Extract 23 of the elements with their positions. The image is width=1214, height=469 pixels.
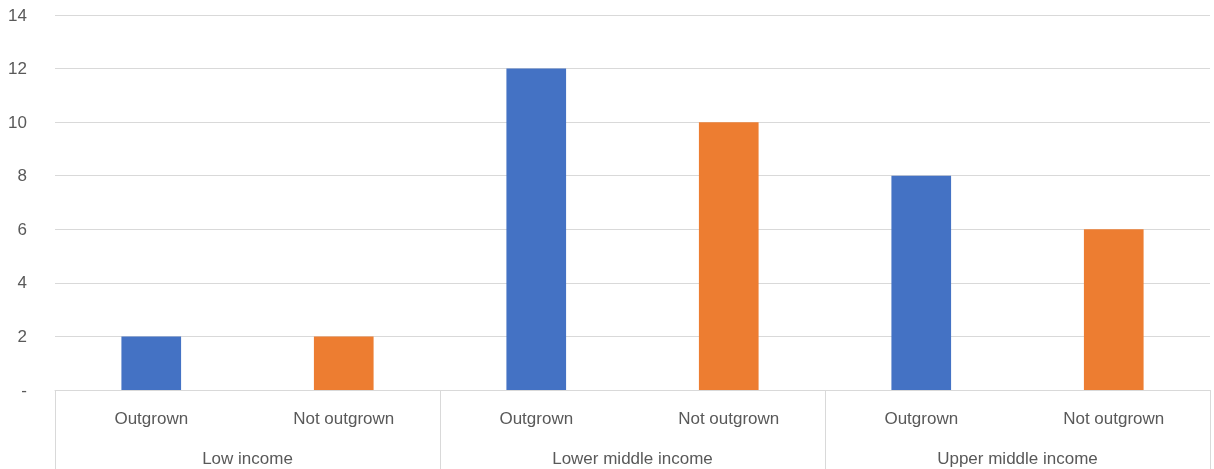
y-tick-label: 6: [17, 219, 27, 239]
y-tick-label: 14: [8, 5, 27, 25]
bar: [506, 68, 567, 390]
y-tick-label: 12: [8, 59, 27, 79]
x-tick-label: Not outgrown: [1063, 409, 1165, 428]
text: Lower middle income: [552, 449, 713, 468]
x-tick-label: Outgrown: [114, 409, 189, 428]
x-tick-label: Not outgrown: [293, 409, 395, 428]
y-tick-label: 2: [17, 326, 27, 346]
x-tick-label: Not outgrown: [678, 409, 780, 428]
y-tick-label: 10: [8, 112, 27, 132]
y-tick-label: 4: [17, 273, 27, 293]
text: Low income: [202, 449, 293, 468]
bar: [891, 175, 952, 390]
y-tick-label: -: [21, 380, 27, 400]
text: Upper middle income: [937, 449, 1098, 468]
x-tick-label: Outgrown: [884, 409, 959, 428]
bar: [1083, 229, 1144, 390]
bar: [313, 336, 374, 390]
bar: [121, 336, 182, 390]
x-tick-label: Outgrown: [499, 409, 574, 428]
bar: [698, 122, 759, 390]
y-tick-label: 8: [17, 166, 27, 186]
